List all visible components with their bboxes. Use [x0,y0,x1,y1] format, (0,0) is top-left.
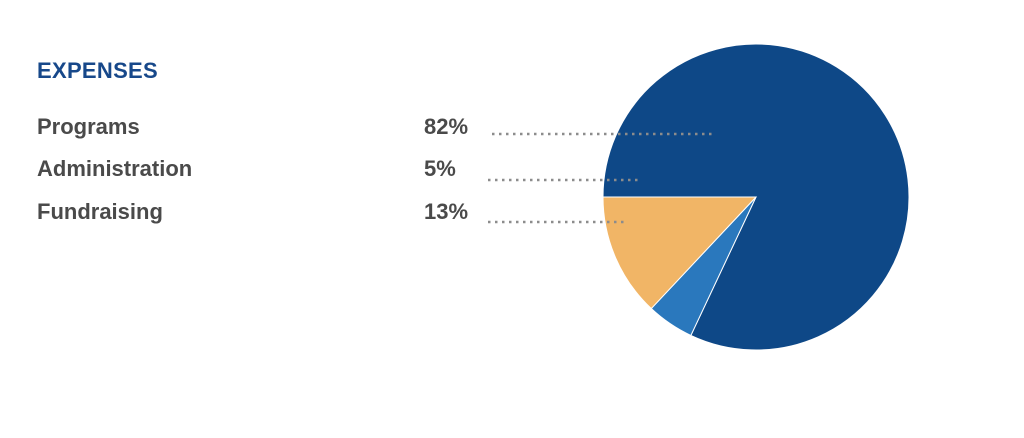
legend-value-fundraising: 13% [424,199,469,224]
chart-title: EXPENSES [37,58,159,83]
legend-value-programs: 82% [424,114,469,139]
pie-slice-fundraising [602,196,758,310]
legend-value-administration: 5% [424,156,456,181]
legend-label-programs: Programs [37,114,140,139]
legend-label-fundraising: Fundraising [37,199,163,224]
legend-label-administration: Administration [37,156,193,181]
